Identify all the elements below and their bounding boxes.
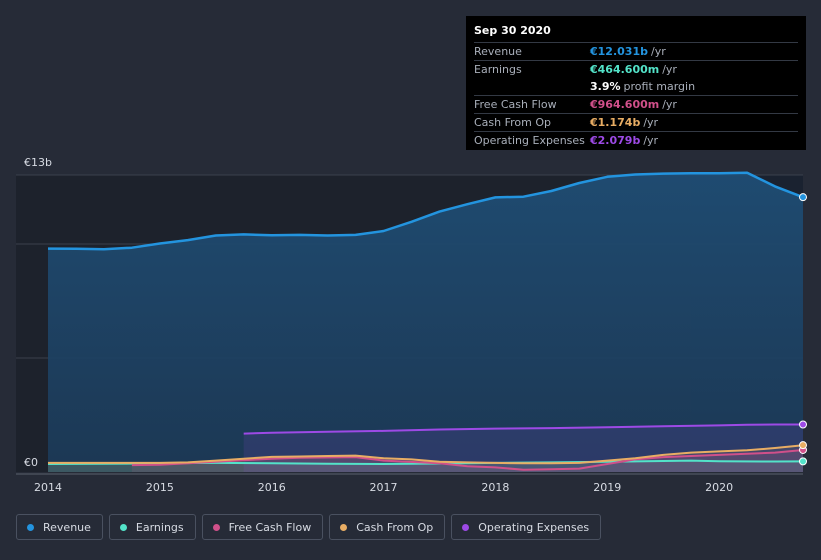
x-tick-label: 2019 bbox=[593, 481, 621, 494]
legend: Revenue Earnings Free Cash Flow Cash From O… bbox=[16, 514, 607, 542]
legend-item-cash-from-op[interactable]: Cash From Op bbox=[329, 514, 446, 540]
tooltip-value: €12.031b bbox=[590, 45, 648, 58]
tooltip-unit: profit margin bbox=[623, 80, 696, 93]
legend-label: Cash From Op bbox=[356, 520, 434, 534]
x-tick-label: 2020 bbox=[705, 481, 733, 494]
cash-from-op-end-point bbox=[799, 441, 807, 450]
tooltip-value: €464.600m bbox=[590, 63, 660, 76]
legend-label: Operating Expenses bbox=[478, 520, 590, 534]
legend-label: Free Cash Flow bbox=[228, 520, 312, 534]
tooltip-row: 3.9% profit margin bbox=[474, 78, 798, 95]
x-tick-label: 2015 bbox=[146, 481, 174, 494]
legend-dot-icon bbox=[119, 523, 127, 531]
legend-dot-icon bbox=[212, 523, 220, 531]
legend-dot-icon bbox=[27, 523, 34, 531]
revenue-end-point bbox=[799, 193, 807, 202]
cash-from-op-line bbox=[48, 444, 804, 465]
legend-item-earnings[interactable]: Earnings bbox=[108, 514, 196, 540]
y-label-bottom: €0 bbox=[24, 456, 38, 469]
tooltip-row: Cash From Op €1.174b/yr bbox=[474, 113, 798, 131]
legend-label: Revenue bbox=[43, 520, 91, 534]
tooltip-value: €964.600m bbox=[590, 98, 660, 111]
legend-item-free-cash-flow[interactable]: Free Cash Flow bbox=[201, 514, 324, 540]
legend-item-operating-expenses[interactable]: Operating Expenses bbox=[451, 514, 602, 540]
tooltip-unit: /yr bbox=[643, 116, 659, 129]
tooltip-label bbox=[474, 78, 590, 95]
tooltip-value: 3.9% bbox=[590, 80, 621, 93]
legend-dot-icon bbox=[340, 523, 348, 531]
legend-dot-icon bbox=[462, 523, 470, 531]
operating-expenses-line bbox=[243, 423, 803, 435]
tooltip-label: Earnings bbox=[474, 63, 522, 76]
tooltip: Sep 30 2020 Revenue €12.031b/yr Earnings €4… bbox=[466, 16, 806, 150]
tooltip-label: Free Cash Flow bbox=[474, 98, 557, 111]
operating-expenses-end-point bbox=[799, 420, 807, 429]
tooltip-label: Cash From Op bbox=[474, 116, 552, 129]
tooltip-unit: /yr bbox=[650, 45, 666, 58]
tooltip-date: Sep 30 2020 bbox=[474, 24, 551, 37]
tooltip-unit: /yr bbox=[643, 134, 659, 147]
y-label-top: €13b bbox=[24, 156, 52, 169]
tooltip-row: Earnings €464.600m/yr bbox=[474, 60, 798, 78]
tooltip-label: Revenue bbox=[474, 45, 522, 58]
x-tick-label: 2014 bbox=[34, 481, 62, 494]
cash-from-op-area bbox=[48, 445, 803, 472]
earnings-end-point bbox=[799, 457, 807, 466]
x-tick-label: 2016 bbox=[258, 481, 286, 494]
tooltip-value: €1.174b bbox=[590, 116, 641, 129]
tooltip-value: €2.079b bbox=[590, 134, 641, 147]
tooltip-row: Revenue €12.031b/yr bbox=[474, 42, 798, 60]
legend-item-revenue[interactable]: Revenue bbox=[16, 514, 103, 540]
tooltip-unit: /yr bbox=[662, 98, 677, 111]
tooltip-row: Free Cash Flow €964.600m/yr bbox=[474, 95, 798, 113]
free-cash-flow-area bbox=[131, 450, 803, 472]
tooltip-label: Operating Expenses bbox=[474, 134, 585, 147]
revenue-area bbox=[48, 172, 803, 472]
x-tick-label: 2018 bbox=[481, 481, 509, 494]
tooltip-row: Operating Expenses €2.079b/yr bbox=[474, 131, 798, 149]
x-tick-label: 2017 bbox=[370, 481, 398, 494]
legend-label: Earnings bbox=[135, 520, 184, 534]
free-cash-flow-line bbox=[131, 449, 804, 471]
tooltip-unit: /yr bbox=[662, 63, 677, 76]
revenue-line bbox=[47, 171, 804, 251]
